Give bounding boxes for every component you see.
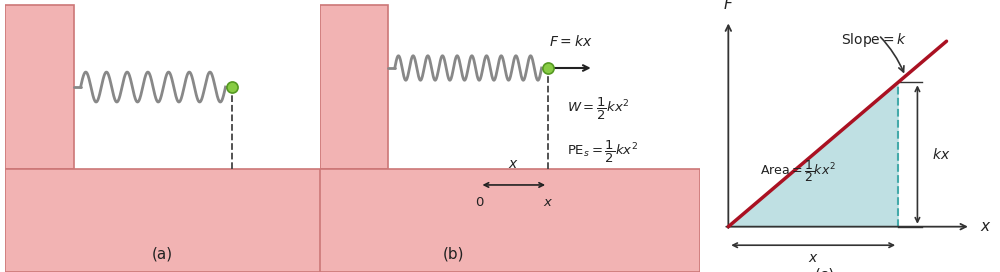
- Text: $\mathrm{Area} = \dfrac{1}{2}kx^2$: $\mathrm{Area} = \dfrac{1}{2}kx^2$: [760, 158, 836, 184]
- Polygon shape: [320, 169, 700, 272]
- Text: $\mathrm{PE}_s = \dfrac{1}{2}kx^2$: $\mathrm{PE}_s = \dfrac{1}{2}kx^2$: [567, 139, 638, 165]
- Text: $x$: $x$: [808, 251, 819, 265]
- Text: (b): (b): [442, 246, 464, 261]
- Text: $x$: $x$: [543, 196, 553, 209]
- Text: $x$: $x$: [980, 219, 992, 234]
- Text: $\mathrm{Slope} = k$: $\mathrm{Slope} = k$: [841, 31, 907, 49]
- Polygon shape: [320, 5, 388, 169]
- Text: $F = kx$: $F = kx$: [549, 34, 592, 49]
- Text: (c): (c): [815, 268, 835, 272]
- Polygon shape: [5, 5, 74, 169]
- Text: $W = \dfrac{1}{2}kx^2$: $W = \dfrac{1}{2}kx^2$: [567, 96, 629, 122]
- Text: (a): (a): [152, 246, 173, 261]
- Text: $F$: $F$: [723, 0, 734, 12]
- Polygon shape: [5, 169, 320, 272]
- Text: $0$: $0$: [475, 196, 484, 209]
- Text: $kx$: $kx$: [932, 147, 950, 162]
- Polygon shape: [728, 82, 898, 227]
- Text: $x$: $x$: [508, 157, 519, 171]
